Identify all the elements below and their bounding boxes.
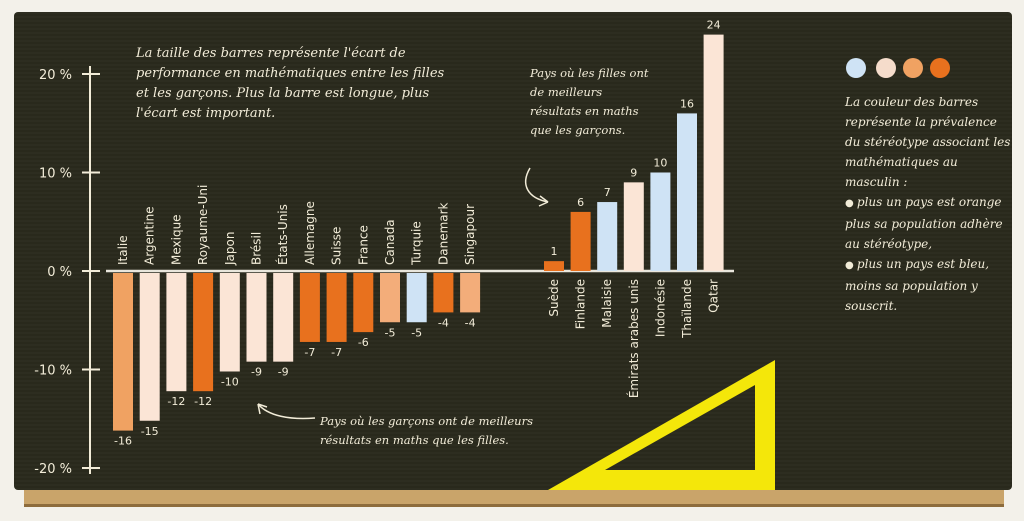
legend-item-blue-text: plus un pays est bleu, moins sa populati… xyxy=(845,257,990,313)
data-label: -15 xyxy=(141,425,159,438)
data-label: -4 xyxy=(438,316,449,329)
category-label: Argentine xyxy=(143,206,157,265)
category-label: Qatar xyxy=(707,279,721,313)
category-label: Finlande xyxy=(574,279,588,329)
category-label: Brésil xyxy=(250,232,264,265)
category-label: Italie xyxy=(116,235,130,265)
data-label: -9 xyxy=(278,366,289,379)
arrow-head xyxy=(257,403,268,415)
data-label: 16 xyxy=(680,97,694,110)
bar-Argentine xyxy=(139,273,160,421)
data-label: -12 xyxy=(167,395,185,408)
bar-Allemagne xyxy=(299,273,320,342)
y-tick-label: -10 % xyxy=(34,364,72,379)
category-label: Turquie xyxy=(410,221,424,266)
y-tick-label: 10 % xyxy=(39,167,72,182)
category-label: Suède xyxy=(547,279,561,317)
data-label: -16 xyxy=(114,435,132,448)
bar-Royaume-Uni xyxy=(193,273,214,392)
bar-Canada xyxy=(380,273,400,323)
bar-Indonésie xyxy=(650,172,671,271)
legend-dot-light-orange xyxy=(903,58,923,78)
category-label: Mexique xyxy=(169,214,183,265)
bar-Danemark xyxy=(433,273,454,313)
category-label: Allemagne xyxy=(303,201,317,265)
bar-États-Unis xyxy=(273,273,294,362)
y-tick-label: 20 % xyxy=(39,68,72,83)
category-label: Canada xyxy=(383,219,397,265)
intro-text: La taille des barres représente l'écart … xyxy=(136,46,445,121)
legend-dot-pale xyxy=(876,58,896,78)
category-label: Royaume-Uni xyxy=(196,185,210,265)
set-square xyxy=(548,360,775,490)
category-label: France xyxy=(356,225,370,265)
legend-lead: La couleur des barres représente la prév… xyxy=(845,95,1011,189)
bar-Singapour xyxy=(460,273,481,313)
chalk-ledge xyxy=(24,490,1004,507)
data-label: -7 xyxy=(304,346,315,359)
data-label: -7 xyxy=(331,346,342,359)
data-label: -4 xyxy=(465,316,476,329)
data-label: -10 xyxy=(221,376,239,389)
y-tick-label: -20 % xyxy=(34,462,72,477)
legend-dot-blue xyxy=(846,58,866,78)
bar-France xyxy=(353,273,374,333)
bar-Finlande xyxy=(570,211,591,271)
category-label: Suisse xyxy=(330,227,344,265)
bar-Suisse xyxy=(326,273,347,342)
data-label: 7 xyxy=(604,186,611,199)
data-label: -12 xyxy=(194,395,212,408)
category-label: Indonésie xyxy=(653,279,667,337)
bar-Mexique xyxy=(166,273,187,392)
bar-Suède xyxy=(544,261,564,271)
category-label: Émirats arabes unis xyxy=(626,279,641,398)
arrow-to-girls-bars xyxy=(525,167,549,203)
bar-Qatar xyxy=(703,34,724,271)
data-label: -5 xyxy=(411,326,422,339)
arrow-head xyxy=(538,195,549,207)
bar-Émirats arabes unis xyxy=(623,182,644,271)
legend-item-orange-text: plus un pays est orange plus sa populati… xyxy=(845,195,1003,251)
bar-Thaïlande xyxy=(677,113,697,272)
data-label: 24 xyxy=(707,19,721,32)
bar-Turquie xyxy=(406,273,427,323)
legend-item-blue: plus un pays est bleu, moins sa populati… xyxy=(845,254,1015,316)
data-label: -5 xyxy=(385,326,396,339)
data-label: 1 xyxy=(551,245,558,258)
category-label: Malaisie xyxy=(600,279,614,328)
data-label: -6 xyxy=(358,336,369,349)
arrow-to-boys-bars xyxy=(257,403,316,420)
data-label: -9 xyxy=(251,366,262,379)
color-legend-text: La couleur des barres représente la prév… xyxy=(845,92,1015,316)
category-label: Danemark xyxy=(436,202,450,265)
girls-better-note: Pays où les filles ont de meilleurs résu… xyxy=(530,66,649,137)
data-label: 6 xyxy=(577,196,584,209)
y-tick-label: 0 % xyxy=(47,265,72,280)
bar-Japon xyxy=(219,273,240,372)
bar-Italie xyxy=(113,273,133,431)
data-label: 9 xyxy=(630,166,637,179)
boys-better-note: Pays où les garçons ont de meilleurs rés… xyxy=(320,414,533,447)
category-label: États-Unis xyxy=(275,204,290,265)
category-label: Thaïlande xyxy=(680,279,694,339)
bar-Malaisie xyxy=(597,202,618,271)
bar-Brésil xyxy=(246,273,267,362)
legend-dot-orange xyxy=(930,58,950,78)
data-label: 10 xyxy=(653,157,667,170)
category-label: Japon xyxy=(223,232,237,266)
legend-item-orange: plus un pays est orange plus sa populati… xyxy=(845,192,1015,254)
category-label: Singapour xyxy=(463,204,477,265)
